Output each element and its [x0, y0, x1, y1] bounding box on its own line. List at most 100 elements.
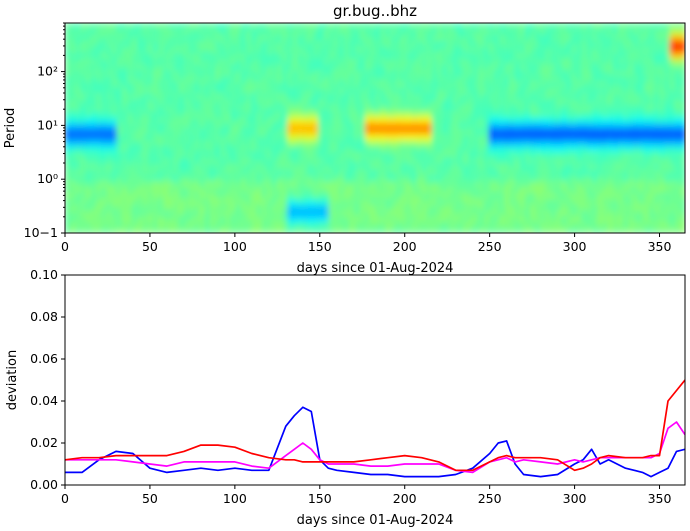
- heatmap-cell: [638, 209, 645, 217]
- heatmap-cell: [633, 23, 640, 30]
- heatmap-cell: [524, 52, 531, 59]
- heatmap-cell: [648, 116, 655, 123]
- heatmap-cell: [256, 145, 262, 152]
- heatmap-cell: [643, 209, 650, 217]
- heatmap-cell: [576, 180, 583, 187]
- heatmap-cell: [364, 98, 371, 106]
- heatmap-cell: [307, 104, 314, 112]
- heatmap-cell: [256, 63, 262, 71]
- heatmap-cell: [313, 186, 319, 193]
- heatmap-cell: [617, 145, 624, 152]
- heatmap-cell: [431, 104, 438, 112]
- heatmap-cell: [483, 215, 490, 222]
- heatmap-cell: [297, 163, 304, 170]
- heatmap-cell: [338, 87, 345, 94]
- heatmap-cell: [245, 198, 252, 205]
- heatmap-cell: [338, 139, 345, 147]
- heatmap-cell: [90, 104, 97, 112]
- heatmap-cell: [400, 34, 407, 42]
- heatmap-cell: [612, 215, 619, 222]
- heatmap-cell: [132, 145, 138, 152]
- heatmap-cell: [581, 104, 588, 112]
- heatmap-cell: [189, 34, 195, 42]
- heatmap-cell: [214, 186, 221, 193]
- heatmap-cell: [385, 203, 392, 211]
- heatmap-cell: [214, 139, 221, 147]
- heatmap-cell: [313, 116, 319, 123]
- heatmap-cell: [261, 23, 268, 30]
- heatmap-cell: [106, 75, 113, 82]
- heatmap-cell: [524, 163, 531, 170]
- heatmap-cell: [85, 58, 92, 65]
- heatmap-cell: [287, 163, 293, 170]
- heatmap-cell: [648, 198, 655, 205]
- heatmap-cell: [421, 104, 428, 112]
- heatmap-cell: [116, 168, 123, 176]
- heatmap-cell: [400, 168, 407, 176]
- heatmap-cell: [225, 63, 231, 71]
- heatmap-cell: [592, 163, 598, 170]
- heatmap-cell: [617, 69, 624, 77]
- heatmap-cell: [530, 93, 536, 100]
- heatmap-cell: [545, 198, 552, 205]
- heatmap-cell: [628, 87, 634, 94]
- heatmap-cell: [127, 180, 133, 187]
- heatmap-cell: [431, 151, 438, 158]
- heatmap-cell: [617, 81, 624, 88]
- heatmap-cell: [318, 168, 324, 176]
- heatmap-cell: [349, 186, 355, 193]
- heatmap-cell: [617, 63, 624, 71]
- heatmap-cell: [597, 122, 603, 129]
- heatmap-cell: [344, 46, 350, 53]
- heatmap-cell: [245, 128, 252, 135]
- heatmap-cell: [75, 221, 82, 228]
- heatmap-cell: [426, 139, 433, 147]
- heatmap-cell: [664, 209, 671, 217]
- heatmap-cell: [628, 139, 634, 147]
- heatmap-cell: [664, 128, 671, 135]
- heatmap-cell: [163, 34, 169, 42]
- heatmap-cell: [266, 87, 273, 94]
- heatmap-cell: [535, 28, 541, 36]
- heatmap-cell: [421, 110, 428, 117]
- heatmap-cell: [333, 215, 340, 222]
- deviation-x-ticks: 0 50 100 150 200 250 300 350: [61, 485, 671, 506]
- heatmap-cell: [349, 209, 355, 217]
- heatmap-cell: [214, 81, 221, 88]
- heatmap-cell: [375, 46, 381, 53]
- heatmap-cell: [519, 40, 526, 47]
- heatmap-cell: [643, 81, 650, 88]
- heatmap-cell: [638, 40, 645, 47]
- heatmap-cell: [364, 157, 371, 164]
- heatmap-cell: [209, 151, 216, 158]
- heatmap-cell: [375, 93, 381, 100]
- heatmap-cell: [540, 23, 547, 30]
- heatmap-cell: [473, 145, 479, 152]
- heatmap-cell: [607, 40, 614, 47]
- heatmap-cell: [163, 122, 169, 129]
- heatmap-cell: [633, 81, 640, 88]
- heatmap-cell: [261, 221, 268, 228]
- heatmap-cell: [121, 122, 128, 129]
- heatmap-cell: [431, 203, 438, 211]
- heatmap-cell: [90, 40, 97, 47]
- heatmap-cell: [437, 87, 443, 94]
- heatmap-cell: [447, 23, 454, 30]
- heatmap-cell: [173, 139, 180, 147]
- heatmap-cell: [566, 58, 572, 65]
- heatmap-cell: [75, 203, 82, 211]
- heatmap-cell: [617, 128, 624, 135]
- heatmap-cell: [493, 58, 500, 65]
- heatmap-cell: [271, 227, 278, 233]
- heatmap-cell: [313, 28, 319, 36]
- heatmap-cell: [204, 75, 211, 82]
- heatmap-cell: [468, 40, 474, 47]
- heatmap-cell: [328, 116, 335, 123]
- heatmap-cell: [297, 139, 304, 147]
- heatmap-cell: [302, 93, 309, 100]
- heatmap-cell: [380, 133, 386, 141]
- heatmap-cell: [261, 87, 268, 94]
- heatmap-cell: [116, 151, 123, 158]
- heatmap-cell: [493, 122, 500, 129]
- heatmap-cell: [194, 145, 200, 152]
